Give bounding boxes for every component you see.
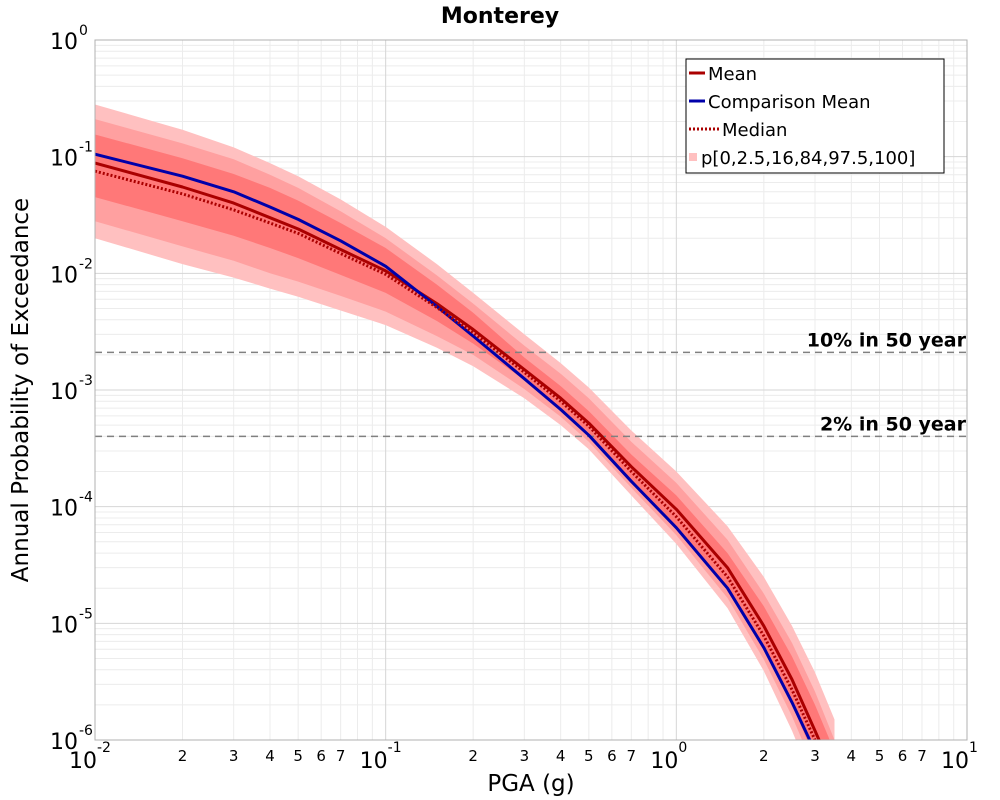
- x-minor-tick-label: 3: [520, 747, 530, 765]
- x-tick-exponent-1: -1: [388, 740, 402, 756]
- percentile-band-mid: [95, 119, 835, 740]
- x-minor-tick-label: 2: [178, 747, 188, 765]
- legend: Mean Comparison Mean Median p[0,2.5,16,8…: [685, 58, 945, 174]
- legend-swatch-percentiles: [689, 153, 697, 161]
- x-minor-tick-label: 5: [584, 747, 594, 765]
- y-tick-label-1: 10: [50, 147, 78, 172]
- x-minor-tick-label: 7: [627, 747, 637, 765]
- x-tick-exponent-3: 1: [969, 740, 978, 756]
- legend-box: [685, 58, 945, 174]
- x-tick-exponent-0: -2: [97, 740, 111, 756]
- x-minor-tick-label: 5: [875, 747, 885, 765]
- x-minor-tick-label: 2: [759, 747, 769, 765]
- series-line-median: [95, 169, 817, 740]
- plot-frame: [94, 39, 968, 741]
- x-axis-title: PGA (g): [487, 771, 574, 797]
- x-minor-tick-label: 4: [556, 747, 566, 765]
- x-minor-tick-label: 6: [607, 747, 617, 765]
- legend-label-median: Median: [722, 120, 787, 141]
- reference-lines: 10% in 50 year 2% in 50 year: [95, 329, 967, 438]
- y-tick-exponent-4: -4: [79, 490, 93, 506]
- reference-line-label-1: 2% in 50 year: [820, 413, 967, 435]
- y-tick-exponent-5: -5: [79, 606, 93, 622]
- legend-label-comparison-mean: Comparison Mean: [708, 92, 871, 113]
- x-minor-tick-label: 2: [468, 747, 478, 765]
- x-tick-label-3: 10: [941, 749, 969, 774]
- series-line-mean: [95, 161, 821, 740]
- y-tick-exponent-3: -3: [79, 373, 93, 389]
- x-minor-tick-label: 4: [847, 747, 857, 765]
- x-tick-label-2: 10: [650, 749, 678, 774]
- x-minor-tick-label: 3: [229, 747, 239, 765]
- y-tick-label-4: 10: [50, 497, 78, 522]
- x-minor-tick-label: 4: [265, 747, 275, 765]
- y-tick-exponent-2: -2: [79, 256, 93, 272]
- x-minor-tick-label: 5: [293, 747, 303, 765]
- y-tick-label-0: 10: [50, 30, 78, 55]
- series-lines: [95, 152, 821, 740]
- y-tick-label-5: 10: [50, 613, 78, 638]
- y-tick-label-6: 10: [50, 730, 78, 755]
- y-tick-label-2: 10: [50, 263, 78, 288]
- y-tick-exponent-6: -6: [79, 723, 93, 739]
- chart-title: Monterey: [441, 4, 559, 29]
- x-tick-exponent-2: 0: [678, 740, 687, 756]
- y-axis-title: Annual Probability of Exceedance: [8, 198, 34, 582]
- x-minor-tick-label: 3: [810, 747, 820, 765]
- legend-label-mean: Mean: [708, 64, 757, 85]
- legend-label-percentiles: p[0,2.5,16,84,97.5,100]: [701, 148, 915, 169]
- y-tick-exponent-1: -1: [79, 140, 93, 156]
- series-line-comparison-mean: [95, 152, 812, 740]
- percentile-band-inner: [95, 134, 830, 740]
- y-tick-exponent-0: 0: [79, 23, 88, 39]
- x-tick-label-0: 10: [69, 749, 97, 774]
- reference-line-label-0: 10% in 50 year: [807, 329, 967, 351]
- x-minor-tick-label: 7: [336, 747, 346, 765]
- x-tick-label-1: 10: [360, 749, 388, 774]
- x-minor-tick-label: 7: [917, 747, 927, 765]
- x-minor-tick-label: 6: [316, 747, 326, 765]
- percentile-bands: [95, 104, 835, 740]
- x-minor-tick-label: 6: [898, 747, 908, 765]
- y-tick-label-3: 10: [50, 380, 78, 405]
